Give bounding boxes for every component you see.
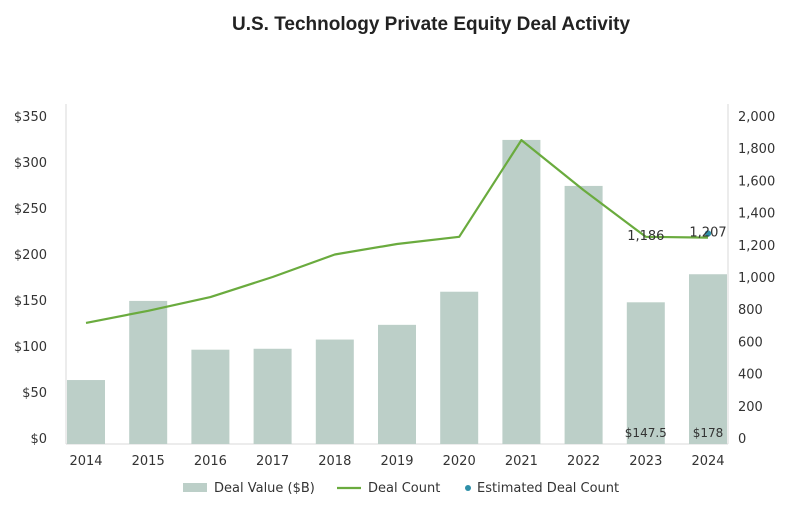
x-tick-label: 2022 — [567, 454, 600, 469]
y-right-tick-label: 600 — [738, 335, 763, 350]
y-right-tick-label: 0 — [738, 432, 746, 447]
bar — [191, 349, 230, 444]
x-tick-label: 2023 — [629, 454, 662, 469]
legend-label: Estimated Deal Count — [477, 481, 619, 496]
bar — [502, 139, 541, 445]
bar-data-label: $147.5 — [625, 426, 667, 440]
legend-label: Deal Value ($B) — [214, 481, 315, 496]
deal-count-line — [85, 139, 709, 324]
bar — [689, 274, 727, 444]
legend: Deal Value ($B) Deal Count Estimated Deal … — [183, 481, 619, 496]
bar — [378, 324, 416, 444]
y-left-tick-label: $200 — [14, 248, 47, 263]
y-right-tick-label: 1,800 — [738, 142, 775, 157]
y-right-tick-label: 1,200 — [738, 239, 775, 254]
bar-data-label: $178 — [693, 426, 724, 440]
estimated-deal-count-point — [704, 230, 712, 237]
y-left-tick-label: $300 — [14, 156, 47, 171]
y-left-tick-label: $50 — [22, 386, 47, 401]
x-tick-label: 2014 — [69, 454, 102, 469]
bar — [626, 302, 665, 444]
line-data-label: 1,186 — [627, 229, 664, 244]
bar — [129, 300, 168, 444]
deal-count-series — [85, 139, 712, 324]
bar — [315, 339, 354, 444]
legend-label: Deal Count — [368, 481, 440, 496]
bars — [67, 139, 727, 445]
x-tick-label: 2018 — [318, 454, 351, 469]
axes: $0 $50 $100 $150 $200 $250 $300 $350 0 200 400 600 8… — [14, 104, 775, 469]
x-tick-label: 2024 — [691, 454, 724, 469]
line-data-label: 1,207 — [689, 226, 726, 241]
x-tick-label: 2017 — [256, 454, 289, 469]
y-right-tick-label: 400 — [738, 368, 763, 383]
y-right-tick-label: 800 — [738, 303, 763, 318]
annotations: 1,186 1,207 $147.5 $178 — [625, 226, 727, 440]
bar — [564, 185, 603, 445]
y-left-tick-label: $250 — [14, 202, 47, 217]
y-right-tick-label: 1,000 — [738, 271, 775, 286]
y-left-tick-label: $100 — [14, 340, 47, 355]
x-tick-label: 2021 — [505, 454, 538, 469]
bar — [67, 380, 105, 444]
legend-swatch-bar — [183, 483, 207, 492]
y-left-tick-label: $0 — [30, 432, 47, 447]
y-right-tick-label: 200 — [738, 400, 763, 415]
y-right-tick-label: 1,600 — [738, 174, 775, 189]
legend-swatch-dot — [465, 485, 471, 491]
y-left-tick-label: $150 — [14, 294, 47, 309]
x-tick-label: 2020 — [443, 454, 476, 469]
bar — [253, 348, 292, 444]
y-right-tick-label: 2,000 — [738, 110, 775, 125]
y-right-tick-label: 1,400 — [738, 207, 775, 222]
chart-title: U.S. Technology Private Equity Deal Acti… — [231, 14, 631, 35]
x-tick-label: 2016 — [194, 454, 227, 469]
y-left-tick-label: $350 — [14, 110, 47, 125]
x-tick-label: 2015 — [132, 454, 165, 469]
bar — [440, 291, 479, 444]
x-tick-label: 2019 — [380, 454, 413, 469]
